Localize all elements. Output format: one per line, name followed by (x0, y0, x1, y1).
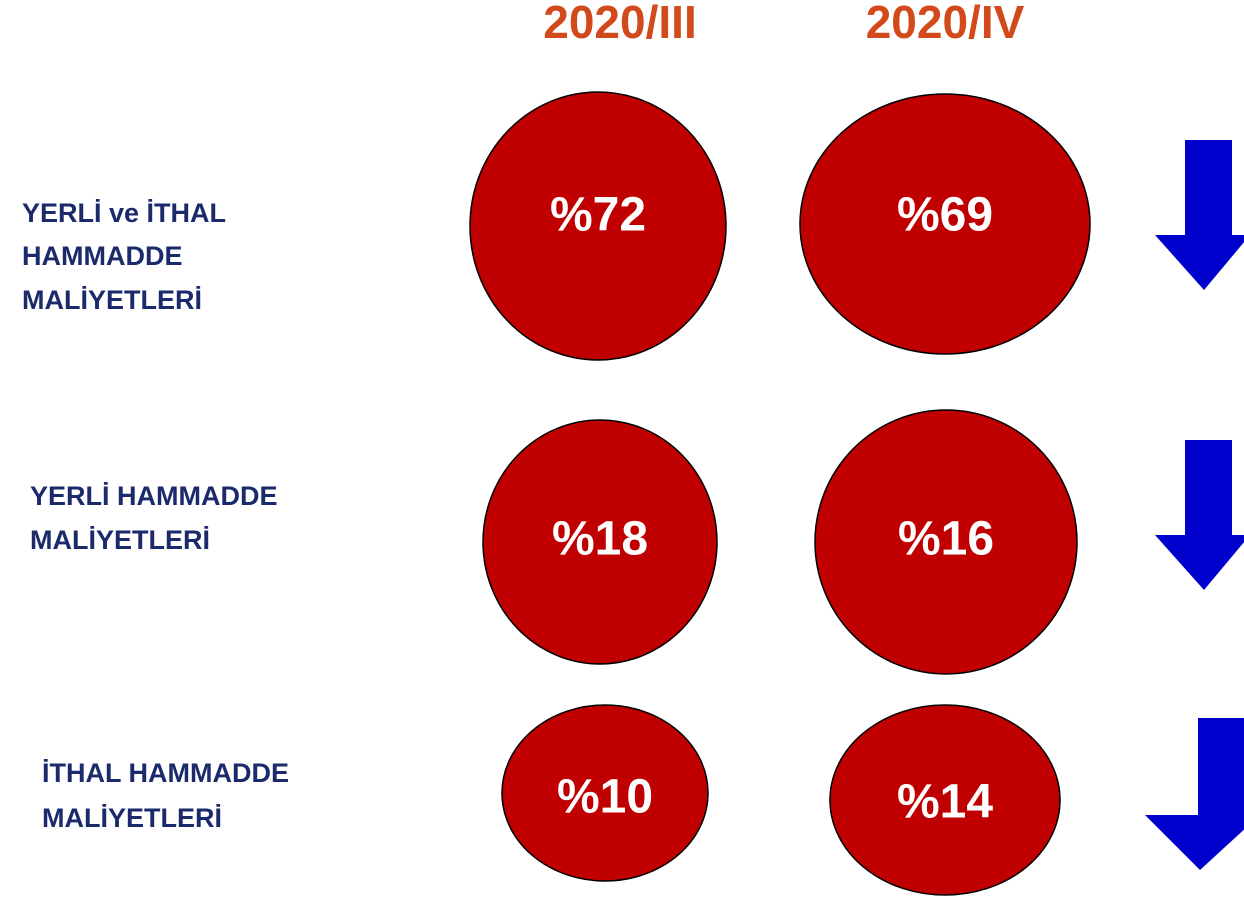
value: %18 (552, 513, 648, 566)
circle (829, 704, 1061, 896)
row-label: YERLİ HAMMADDE (30, 481, 278, 511)
value: %10 (557, 771, 653, 824)
row-label: MALİYETLERİ (42, 803, 222, 833)
circle (799, 93, 1091, 355)
value: %14 (897, 776, 993, 829)
row-label: İTHAL HAMMADDE (42, 758, 289, 788)
circle (501, 704, 709, 882)
row-label: YERLİ ve İTHAL (22, 198, 226, 228)
row-label: HAMMADDE (22, 241, 182, 271)
circle (814, 409, 1078, 675)
column-header: 2020/III (543, 0, 696, 48)
value: %69 (897, 189, 993, 242)
down-arrow (1145, 718, 1244, 870)
row-label: MALİYETLERİ (30, 525, 210, 555)
value: %16 (898, 513, 994, 566)
column-header: 2020/IV (866, 0, 1025, 48)
row-label: MALİYETLERİ (22, 285, 202, 315)
down-arrow (1155, 440, 1244, 590)
down-arrow (1155, 140, 1244, 290)
circle (469, 91, 727, 361)
value: %72 (550, 189, 646, 242)
circle (482, 419, 718, 665)
